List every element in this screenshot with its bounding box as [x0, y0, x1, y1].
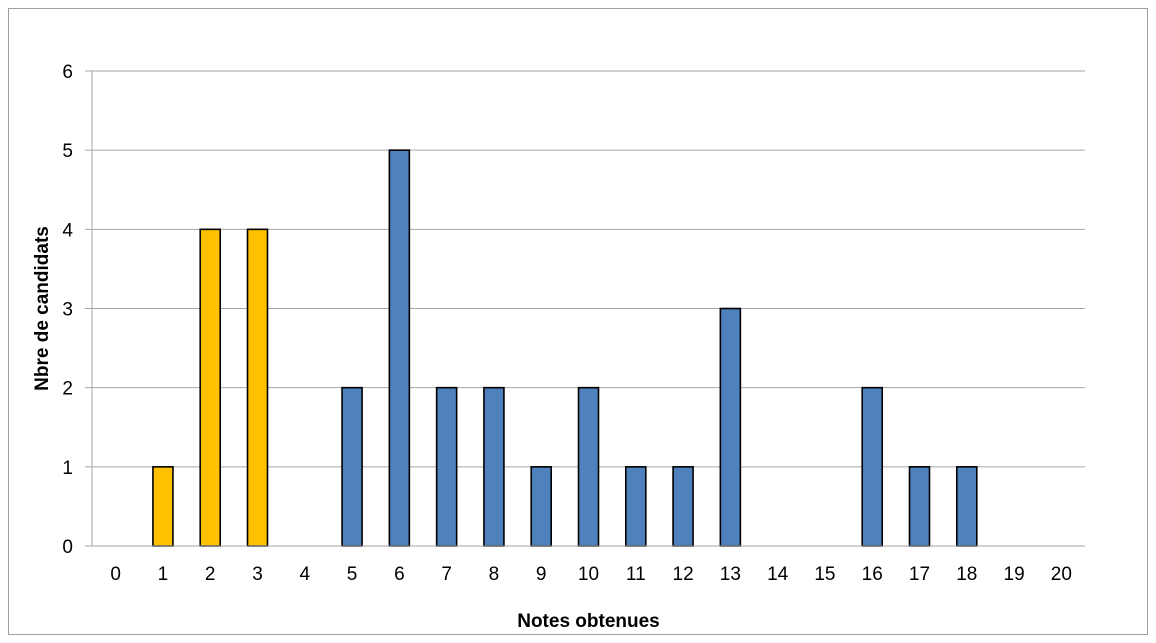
x-tick-label: 8: [489, 564, 500, 585]
bar: [624, 466, 647, 547]
bar: [908, 466, 931, 547]
x-tick-labels: 0 1 2 3 4 5 6 7 8 9 10 11 12 13 14 15 16 17 18 19 20: [110, 564, 1072, 585]
bar: [388, 149, 411, 547]
bar: [672, 466, 694, 547]
x-tick-label: 1: [158, 564, 169, 585]
x-tick-label: 2: [205, 564, 216, 585]
bar: [152, 466, 174, 547]
x-tick-label: 5: [347, 564, 358, 585]
x-tick-label: 3: [252, 564, 263, 585]
x-tick-label: 10: [578, 564, 599, 585]
bar: [861, 386, 884, 547]
y-tick-label: 0: [62, 537, 73, 558]
y-tick-label: 5: [62, 141, 73, 162]
x-tick-label: 19: [1004, 564, 1025, 585]
bar: [199, 228, 222, 547]
bar: [719, 307, 742, 547]
bar: [246, 228, 269, 547]
y-tick-label: 1: [62, 458, 73, 479]
bar: [955, 466, 978, 547]
x-tick-label: 6: [394, 564, 405, 585]
x-tick-label: 0: [110, 564, 121, 585]
bar: [577, 386, 600, 547]
x-tick-label: 14: [767, 564, 789, 585]
y-tick-label: 2: [62, 379, 73, 400]
y-tick-label: 3: [62, 300, 73, 321]
x-tick-label: 18: [956, 564, 977, 585]
x-axis-title: Notes obtenues: [517, 611, 660, 632]
bar: [530, 466, 553, 547]
bars: [152, 149, 978, 547]
x-tick-label: 12: [673, 564, 694, 585]
x-tick-label: 13: [720, 564, 741, 585]
x-tick-label: 9: [536, 564, 547, 585]
x-tick-label: 16: [862, 564, 883, 585]
y-tick-label: 6: [62, 62, 73, 83]
x-tick-label: 15: [814, 564, 835, 585]
x-tick-label: 20: [1051, 564, 1072, 585]
y-axis-title: Nbre de candidats: [32, 226, 53, 391]
y-tick-labels: 0 1 2 3 4 5 6: [62, 62, 73, 558]
x-tick-label: 17: [909, 564, 930, 585]
y-tick-label: 4: [62, 220, 73, 241]
bar: [483, 386, 505, 547]
bar: [341, 386, 363, 547]
bar: [435, 386, 458, 547]
x-tick-label: 7: [441, 564, 452, 585]
x-tick-label: 11: [626, 564, 646, 585]
x-tick-label: 4: [299, 564, 310, 585]
